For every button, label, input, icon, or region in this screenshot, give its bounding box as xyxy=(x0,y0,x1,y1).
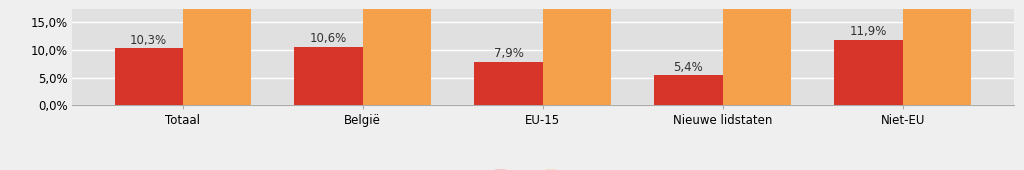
Text: 5,4%: 5,4% xyxy=(674,61,703,74)
Bar xyxy=(543,0,611,105)
Bar xyxy=(183,0,251,105)
Bar xyxy=(474,62,543,105)
Text: 10,6%: 10,6% xyxy=(310,32,347,45)
Bar xyxy=(362,0,431,105)
Bar xyxy=(654,75,723,105)
Bar xyxy=(295,47,362,105)
Text: 10,3%: 10,3% xyxy=(130,34,167,47)
Bar xyxy=(115,48,183,105)
Legend: 2008, 2015: 2008, 2015 xyxy=(490,165,595,170)
Bar xyxy=(902,0,971,105)
Bar xyxy=(835,39,902,105)
Text: 7,9%: 7,9% xyxy=(494,47,523,60)
Bar xyxy=(723,0,791,105)
Text: 11,9%: 11,9% xyxy=(850,25,887,38)
